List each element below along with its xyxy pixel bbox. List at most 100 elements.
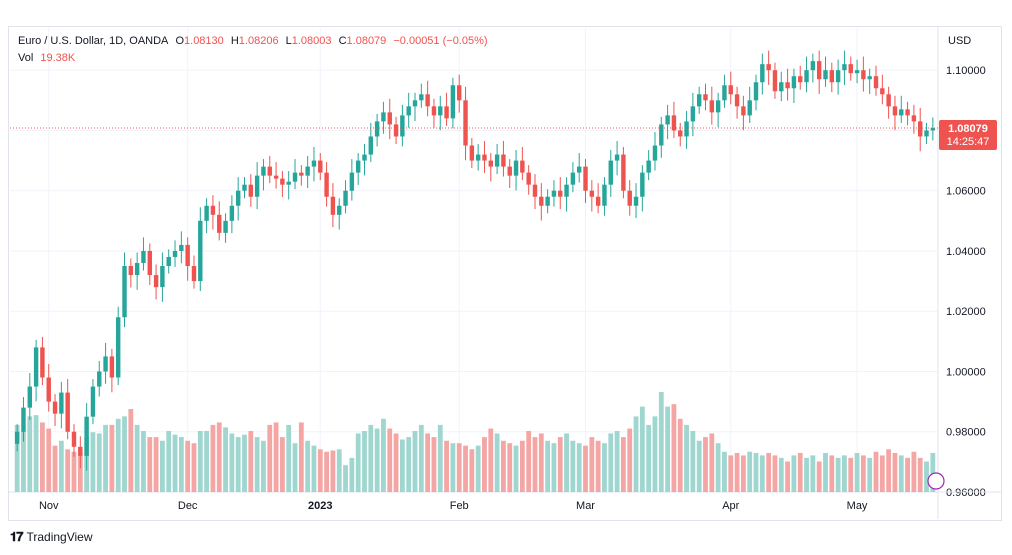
candle-body: [103, 356, 108, 372]
candle-body: [318, 160, 323, 173]
volume-bar: [368, 424, 374, 492]
candle-body: [406, 106, 411, 116]
volume-bar: [475, 445, 481, 492]
volume-bar: [715, 443, 721, 492]
candle-body: [627, 190, 632, 206]
candle-body: [52, 401, 58, 414]
volume-bar: [355, 433, 361, 492]
candle-body: [229, 205, 235, 221]
volume-bar: [494, 433, 500, 492]
candle-body: [381, 112, 386, 122]
candle-body: [425, 94, 430, 107]
candle-body: [198, 220, 203, 282]
candle-body: [305, 166, 310, 176]
candle-body: [90, 386, 96, 417]
volume-bar: [450, 443, 456, 492]
candle-body: [918, 121, 923, 137]
candle-body: [715, 100, 721, 113]
candle-body: [709, 100, 715, 113]
candle-body: [419, 94, 424, 101]
candle-body: [84, 416, 89, 456]
candle-body: [46, 377, 51, 402]
volume-bar: [317, 449, 323, 492]
volume-bar: [867, 457, 873, 492]
candle-body: [810, 61, 816, 71]
candle-body: [311, 160, 317, 167]
volume-value: 19.38K: [40, 52, 76, 64]
candle-body: [684, 121, 689, 137]
volume-bar: [747, 451, 753, 492]
volume-bar: [905, 457, 910, 492]
volume-bar: [627, 428, 633, 492]
x-tick-label: Feb: [450, 500, 469, 512]
volume-bar: [526, 431, 532, 492]
volume-bar: [677, 418, 683, 492]
volume-bar: [772, 455, 778, 492]
scroll-realtime-icon[interactable]: [927, 472, 945, 490]
candle-body: [842, 64, 847, 71]
volume-bar: [374, 428, 380, 492]
volume-bar: [406, 437, 412, 492]
currency-label: USD: [948, 35, 971, 47]
volume-bar: [501, 440, 506, 492]
volume-bar: [766, 452, 772, 492]
y-tick-label: 1.04000: [946, 246, 986, 258]
volume-bar: [507, 443, 513, 492]
x-tick-label: May: [847, 500, 868, 512]
candle-body: [905, 109, 910, 116]
candle-body: [791, 76, 797, 89]
candle-body: [115, 317, 121, 378]
volume-bar: [191, 443, 197, 492]
candle-body: [520, 160, 525, 173]
volume-bar: [223, 427, 228, 492]
volume-bar: [570, 440, 576, 492]
volume-bar: [854, 452, 860, 492]
price-tag-countdown: 14:25:47: [947, 136, 990, 148]
volume-bar: [740, 455, 746, 492]
volume-bar: [614, 431, 620, 492]
candle-body: [570, 172, 576, 185]
candle-body: [576, 166, 582, 173]
candle-body: [141, 250, 146, 264]
volume-label[interactable]: Vol: [18, 52, 34, 64]
volume-bar: [898, 455, 904, 492]
volume-bar: [703, 437, 708, 492]
volume-bar: [27, 416, 33, 492]
volume-bar: [823, 452, 828, 492]
candle-body: [160, 266, 165, 288]
candle-body: [179, 244, 184, 251]
volume-legend: Vol 19.38K: [18, 52, 79, 64]
volume-bar: [387, 428, 393, 492]
candle-body: [463, 100, 468, 146]
candle-body: [21, 407, 26, 432]
candle-body: [513, 160, 519, 176]
y-tick-label: 1.10000: [946, 65, 986, 77]
candle-body: [33, 347, 39, 387]
candle-body: [14, 431, 20, 444]
volume-bar: [115, 418, 121, 492]
volume-bar: [279, 437, 285, 492]
volume-bar: [311, 445, 317, 492]
candle-body: [924, 130, 929, 137]
volume-bar: [463, 445, 468, 492]
tradingview-brand[interactable]: 𝟏𝟕 TradingView: [10, 529, 93, 545]
candle-body: [545, 196, 550, 206]
volume-bar: [879, 455, 885, 492]
volume-bar: [96, 433, 102, 492]
symbol-title[interactable]: Euro / U.S. Dollar, 1D, OANDA: [18, 35, 169, 47]
candle-body: [109, 356, 115, 378]
volume-bar: [153, 437, 159, 492]
volume-bar: [633, 416, 639, 492]
volume-bar: [254, 437, 260, 492]
candle-body: [134, 263, 140, 276]
volume-bar: [166, 431, 172, 492]
candle-body: [223, 220, 228, 233]
volume-bar: [286, 424, 292, 492]
volume-bar: [602, 443, 607, 492]
y-tick-label: 0.98000: [946, 427, 986, 439]
volume-bar: [583, 445, 588, 492]
volume-bar: [58, 440, 64, 492]
candle-body: [122, 266, 127, 318]
volume-bar: [810, 455, 816, 492]
